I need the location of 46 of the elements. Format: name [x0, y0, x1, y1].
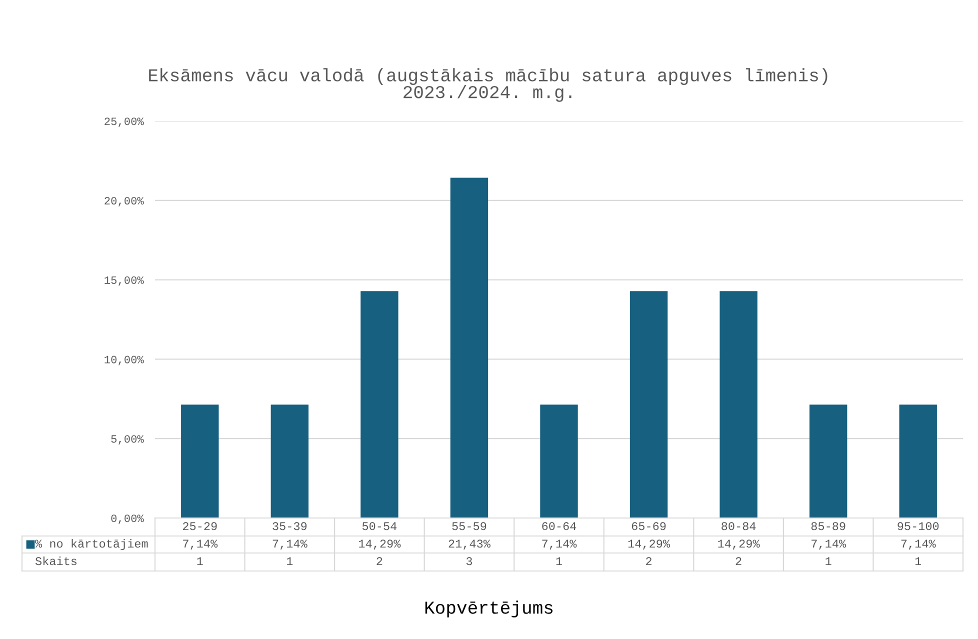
x-axis-title: Kopvērtējums [425, 600, 553, 618]
text: 1 [826, 557, 832, 566]
x-tick-label: 80-84 [722, 522, 756, 530]
data-label: 7,14% [901, 540, 936, 550]
text: 2 [646, 557, 652, 566]
bar [270, 404, 309, 518]
x-tick-label: 35-39 [272, 522, 307, 530]
text: Skaits [35, 556, 77, 566]
bar [540, 404, 578, 518]
x-tick-label: 95-100 [898, 522, 939, 530]
x-tick-label: 55-59 [452, 522, 486, 530]
data-label: 7,14% [812, 540, 846, 550]
x-tick-label: 65-69 [632, 522, 666, 530]
text: 1 [556, 557, 562, 566]
bar [630, 291, 668, 518]
data-label: 14,29% [359, 540, 401, 550]
text: 1 [286, 557, 293, 566]
text: 2 [376, 557, 382, 566]
bar [450, 178, 488, 518]
y-tick-label: 25,00% [104, 118, 144, 127]
y-tick-label: 15,00% [104, 276, 144, 286]
y-tick-label: 10,00% [104, 356, 144, 366]
bar [720, 291, 758, 518]
bar [809, 404, 848, 518]
x-tick-label: 85-89 [811, 522, 846, 530]
data-label: 21,43% [448, 540, 490, 550]
text: 2 [736, 557, 742, 566]
data-label: 7,14% [542, 540, 577, 550]
data-label: 14,29% [718, 540, 760, 550]
x-tick-label: 60-64 [542, 522, 576, 530]
y-tick-label: 5,00% [111, 435, 144, 445]
x-tick-label: 50-54 [362, 522, 397, 530]
x-tick-label: 25-29 [183, 522, 217, 530]
text: 1 [197, 557, 203, 566]
legend-label: % no kārtotājiem [35, 538, 148, 550]
data-label: 14,29% [628, 540, 670, 550]
text: 1 [915, 557, 922, 566]
chart-title: Eksāmens vācu valodā (augstākais mācību satura apguves līmenis) 2023./2024. m.g. [149, 68, 828, 102]
bar [360, 291, 398, 518]
bar [899, 404, 937, 518]
data-label: 7,14% [183, 540, 218, 550]
data-label: 7,14% [272, 540, 308, 550]
bar [181, 404, 219, 518]
y-tick-label: 20,00% [104, 196, 144, 206]
y-tick-label: 0,00% [111, 514, 144, 524]
text: 3 [466, 557, 472, 566]
